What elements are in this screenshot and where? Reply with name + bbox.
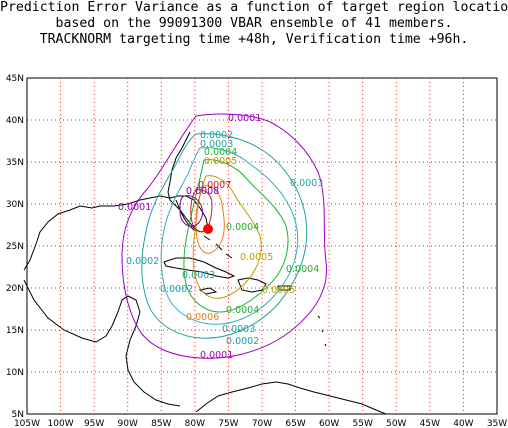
lon-label: 90W	[118, 419, 138, 428]
contour-label: 0.0005	[240, 252, 273, 263]
contour-label: 0.0002	[200, 130, 233, 141]
lon-label: 70W	[252, 419, 272, 428]
contour-label: 0.0004	[226, 305, 259, 316]
title-line-2: based on the 99091300 VBAR ensemble of 4…	[55, 16, 453, 31]
contour-0004	[183, 159, 289, 313]
contour-label: 0.0007	[198, 180, 231, 191]
lat-label: 35N	[6, 158, 24, 168]
lon-label: 45W	[420, 419, 440, 428]
longitude-labels: 105W 100W 95W 90W 85W 80W 75W 70W 65W 60W 55W 50W 45…	[14, 419, 507, 428]
lat-label: 15N	[6, 326, 24, 336]
contour-label: 0.0003	[182, 270, 215, 281]
central-america-coast	[23, 279, 181, 407]
contour-label: 0.0003	[200, 139, 233, 150]
lat-label: 30N	[6, 200, 24, 210]
lon-label: 75W	[218, 419, 238, 428]
title-line-3: TRACKNORM targeting time +48h, Verificat…	[39, 32, 469, 47]
lat-label: 45N	[6, 74, 24, 84]
lat-label: 10N	[6, 368, 24, 378]
latitude-labels: 45N 40N 35N 30N 25N 20N 15N 10N 5N	[6, 74, 24, 420]
lat-label: 25N	[6, 242, 24, 252]
lon-label: 35W	[487, 419, 507, 428]
lon-label: 50W	[386, 419, 406, 428]
lon-label: 60W	[319, 419, 339, 428]
contour-0001	[121, 113, 328, 359]
contour-label: 0.0001	[200, 350, 233, 361]
bahamas-coast	[203, 235, 233, 259]
lon-label: 55W	[353, 419, 373, 428]
contour-label: 0.0005	[262, 285, 295, 296]
cuba-coast	[163, 257, 236, 279]
contour-label-group: 0.0001 0.0001 0.0001 0.0002 0.0002 0.000…	[118, 113, 323, 361]
contour-0002	[141, 133, 308, 339]
contour-label: 0.0006	[186, 312, 219, 323]
storm-marker	[203, 224, 213, 234]
contours	[121, 113, 328, 359]
title-line-1: Prediction Error Variance as a function …	[0, 0, 508, 15]
contour-label: 0.0002	[226, 336, 259, 347]
south-america-coast	[195, 381, 387, 415]
contour-label: 0.0002	[126, 256, 159, 267]
contour-label: 0.0004	[204, 147, 237, 158]
contour-label: 0.0008	[186, 186, 219, 197]
lon-label: 100W	[48, 419, 74, 428]
contour-label: 0.0003	[222, 324, 255, 335]
lon-label: 80W	[185, 419, 205, 428]
contour-label: 0.0005	[204, 156, 237, 167]
contour-label: 0.0001	[118, 202, 151, 213]
map-title: Prediction Error Variance as a function …	[0, 0, 508, 48]
contour-0008	[179, 195, 203, 227]
lon-label: 65W	[285, 419, 305, 428]
contour-label: 0.0003	[290, 178, 323, 189]
contour-label: 0.0004	[226, 222, 259, 233]
lon-label: 105W	[14, 419, 40, 428]
contour-0006	[195, 185, 225, 254]
contour-label: 0.0002	[160, 284, 193, 295]
lon-label: 85W	[151, 419, 171, 428]
grid-lines	[27, 78, 497, 414]
lesser-antilles	[317, 315, 327, 347]
lat-label: 20N	[6, 284, 24, 294]
lon-label: 40W	[453, 419, 473, 428]
contour-label: 0.0001	[228, 113, 261, 124]
lon-label: 95W	[84, 419, 104, 428]
lat-label: 40N	[6, 116, 24, 126]
contour-0003	[160, 147, 299, 325]
contour-0005	[192, 175, 262, 299]
puerto-rico-coast	[277, 285, 291, 291]
lat-label: 5N	[12, 410, 24, 420]
map-frame	[26, 77, 498, 415]
contour-label: 0.0004	[286, 264, 319, 275]
